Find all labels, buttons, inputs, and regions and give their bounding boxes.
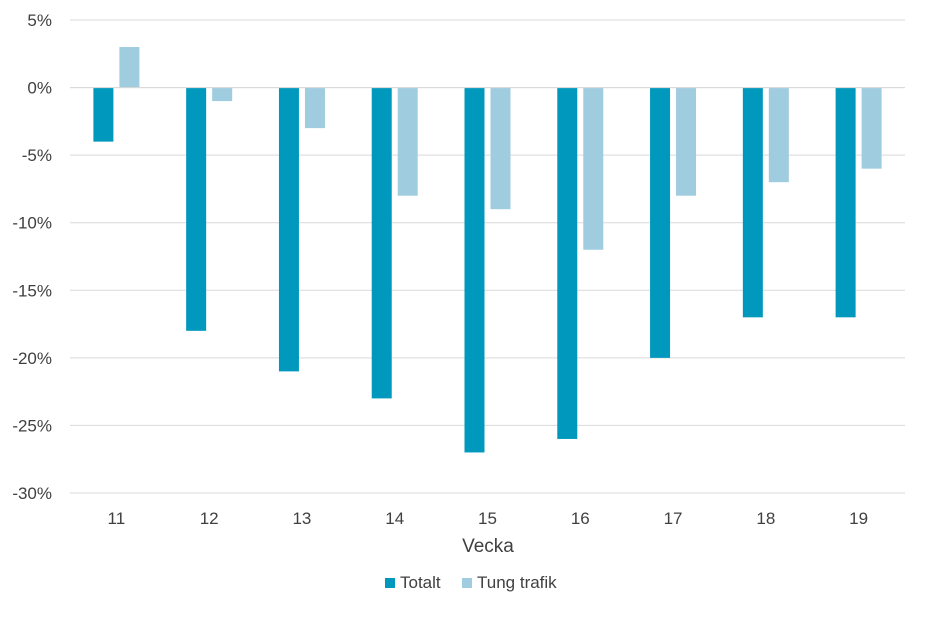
y-axis-ticks: 5% 0% -5% -10% -15% -20% -25% -30%: [12, 11, 52, 503]
bar-totalt: [742, 87, 763, 318]
x-tick-label: 11: [108, 509, 126, 528]
x-tick-label: 19: [849, 509, 868, 528]
bar-tung-trafik: [583, 87, 604, 250]
legend-label: Tung trafik: [477, 573, 557, 592]
y-tick-label: -5%: [22, 146, 52, 165]
bar-totalt: [278, 87, 299, 372]
legend-swatch: [385, 578, 395, 588]
x-tick-label: 16: [571, 509, 590, 528]
bar-totalt: [835, 87, 856, 318]
x-tick-label: 18: [756, 509, 775, 528]
x-tick-label: 12: [200, 509, 219, 528]
y-tick-label: -10%: [12, 214, 52, 233]
y-tick-label: -15%: [12, 281, 52, 300]
legend-label: Totalt: [400, 573, 441, 592]
y-tick-label: -20%: [12, 349, 52, 368]
y-tick-label: -25%: [12, 416, 52, 435]
bar-tung-trafik: [861, 87, 882, 169]
legend: Totalt Tung trafik: [385, 573, 557, 592]
bar-tung-trafik: [397, 87, 418, 196]
x-tick-label: 17: [664, 509, 683, 528]
bar-tung-trafik: [768, 87, 789, 183]
bar-totalt: [186, 87, 207, 331]
x-axis-ticks: 11 12 13 14 15 16 17 18 19: [108, 509, 869, 528]
bar-tung-trafik: [119, 47, 140, 88]
x-axis-title: Vecka: [462, 536, 514, 557]
bar-tung-trafik: [212, 87, 233, 102]
y-tick-label: -30%: [12, 484, 52, 503]
x-tick-label: 13: [292, 509, 311, 528]
bar-totalt: [557, 87, 578, 439]
x-tick-label: 14: [385, 509, 404, 528]
bars: [70, 47, 905, 453]
bar-totalt: [371, 87, 392, 399]
bar-totalt: [650, 87, 671, 358]
y-tick-label: 5%: [27, 11, 52, 30]
y-tick-label: 0%: [27, 79, 52, 98]
bar-tung-trafik: [304, 87, 325, 129]
legend-swatch: [462, 578, 472, 588]
bar-totalt: [464, 87, 485, 453]
bar-totalt: [93, 87, 114, 142]
x-tick-label: 15: [478, 509, 497, 528]
bar-tung-trafik: [676, 87, 697, 196]
bar-tung-trafik: [490, 87, 511, 210]
